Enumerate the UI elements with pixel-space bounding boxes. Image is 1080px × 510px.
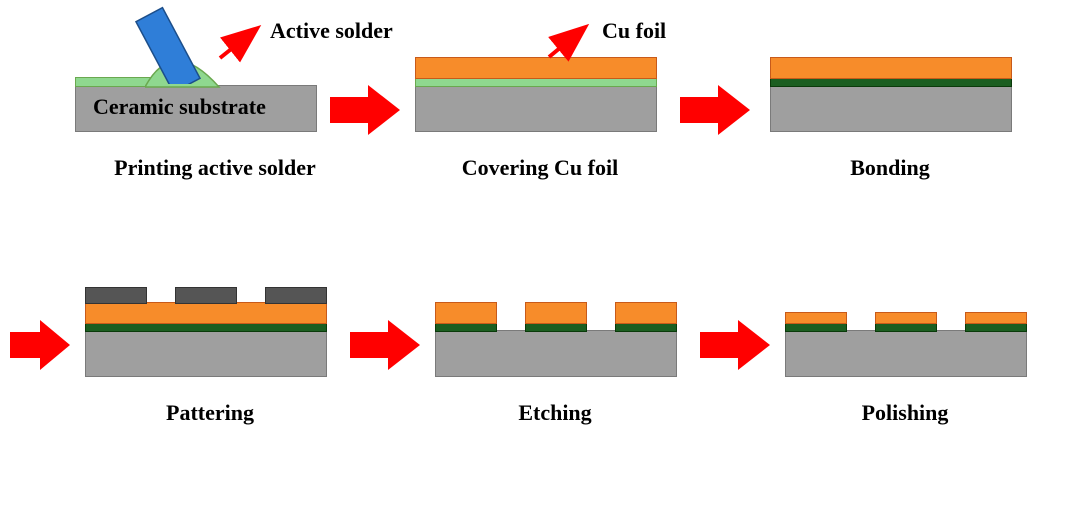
mask-block — [175, 287, 237, 304]
big-arrow-1 — [330, 85, 400, 135]
substrate-2 — [415, 85, 657, 132]
substrate-6 — [785, 330, 1027, 377]
cu-seg-5 — [615, 302, 677, 324]
pointer-arrow-cu-foil — [545, 23, 595, 63]
cu-layer-4 — [85, 302, 327, 324]
substrate-5 — [435, 330, 677, 377]
step4-label: Pattering — [120, 400, 300, 426]
step2-label: Covering Cu foil — [430, 155, 650, 181]
mask-block — [85, 287, 147, 304]
cu-seg-6 — [965, 312, 1027, 324]
mask-block — [265, 287, 327, 304]
active-solder-label: Active solder — [270, 18, 393, 44]
cu-layer-3 — [770, 57, 1012, 79]
squeegee — [135, 4, 215, 84]
cu-seg-5 — [525, 302, 587, 324]
substrate-3 — [770, 85, 1012, 132]
cu-foil-label: Cu foil — [602, 18, 666, 44]
big-arrow-5 — [700, 320, 770, 370]
cu-seg-6 — [785, 312, 847, 324]
big-arrow-4 — [350, 320, 420, 370]
substrate-4 — [85, 330, 327, 377]
cu-seg-5 — [435, 302, 497, 324]
cu-foil-layer-2 — [415, 57, 657, 79]
big-arrow-2 — [680, 85, 750, 135]
pointer-arrow-active-solder — [215, 22, 265, 64]
ceramic-substrate-label: Ceramic substrate — [93, 94, 266, 120]
step5-label: Etching — [475, 400, 635, 426]
step1-label: Printing active solder — [75, 155, 355, 181]
step6-label: Polishing — [825, 400, 985, 426]
step3-label: Bonding — [800, 155, 980, 181]
big-arrow-3-lead — [10, 320, 70, 370]
cu-seg-6 — [875, 312, 937, 324]
